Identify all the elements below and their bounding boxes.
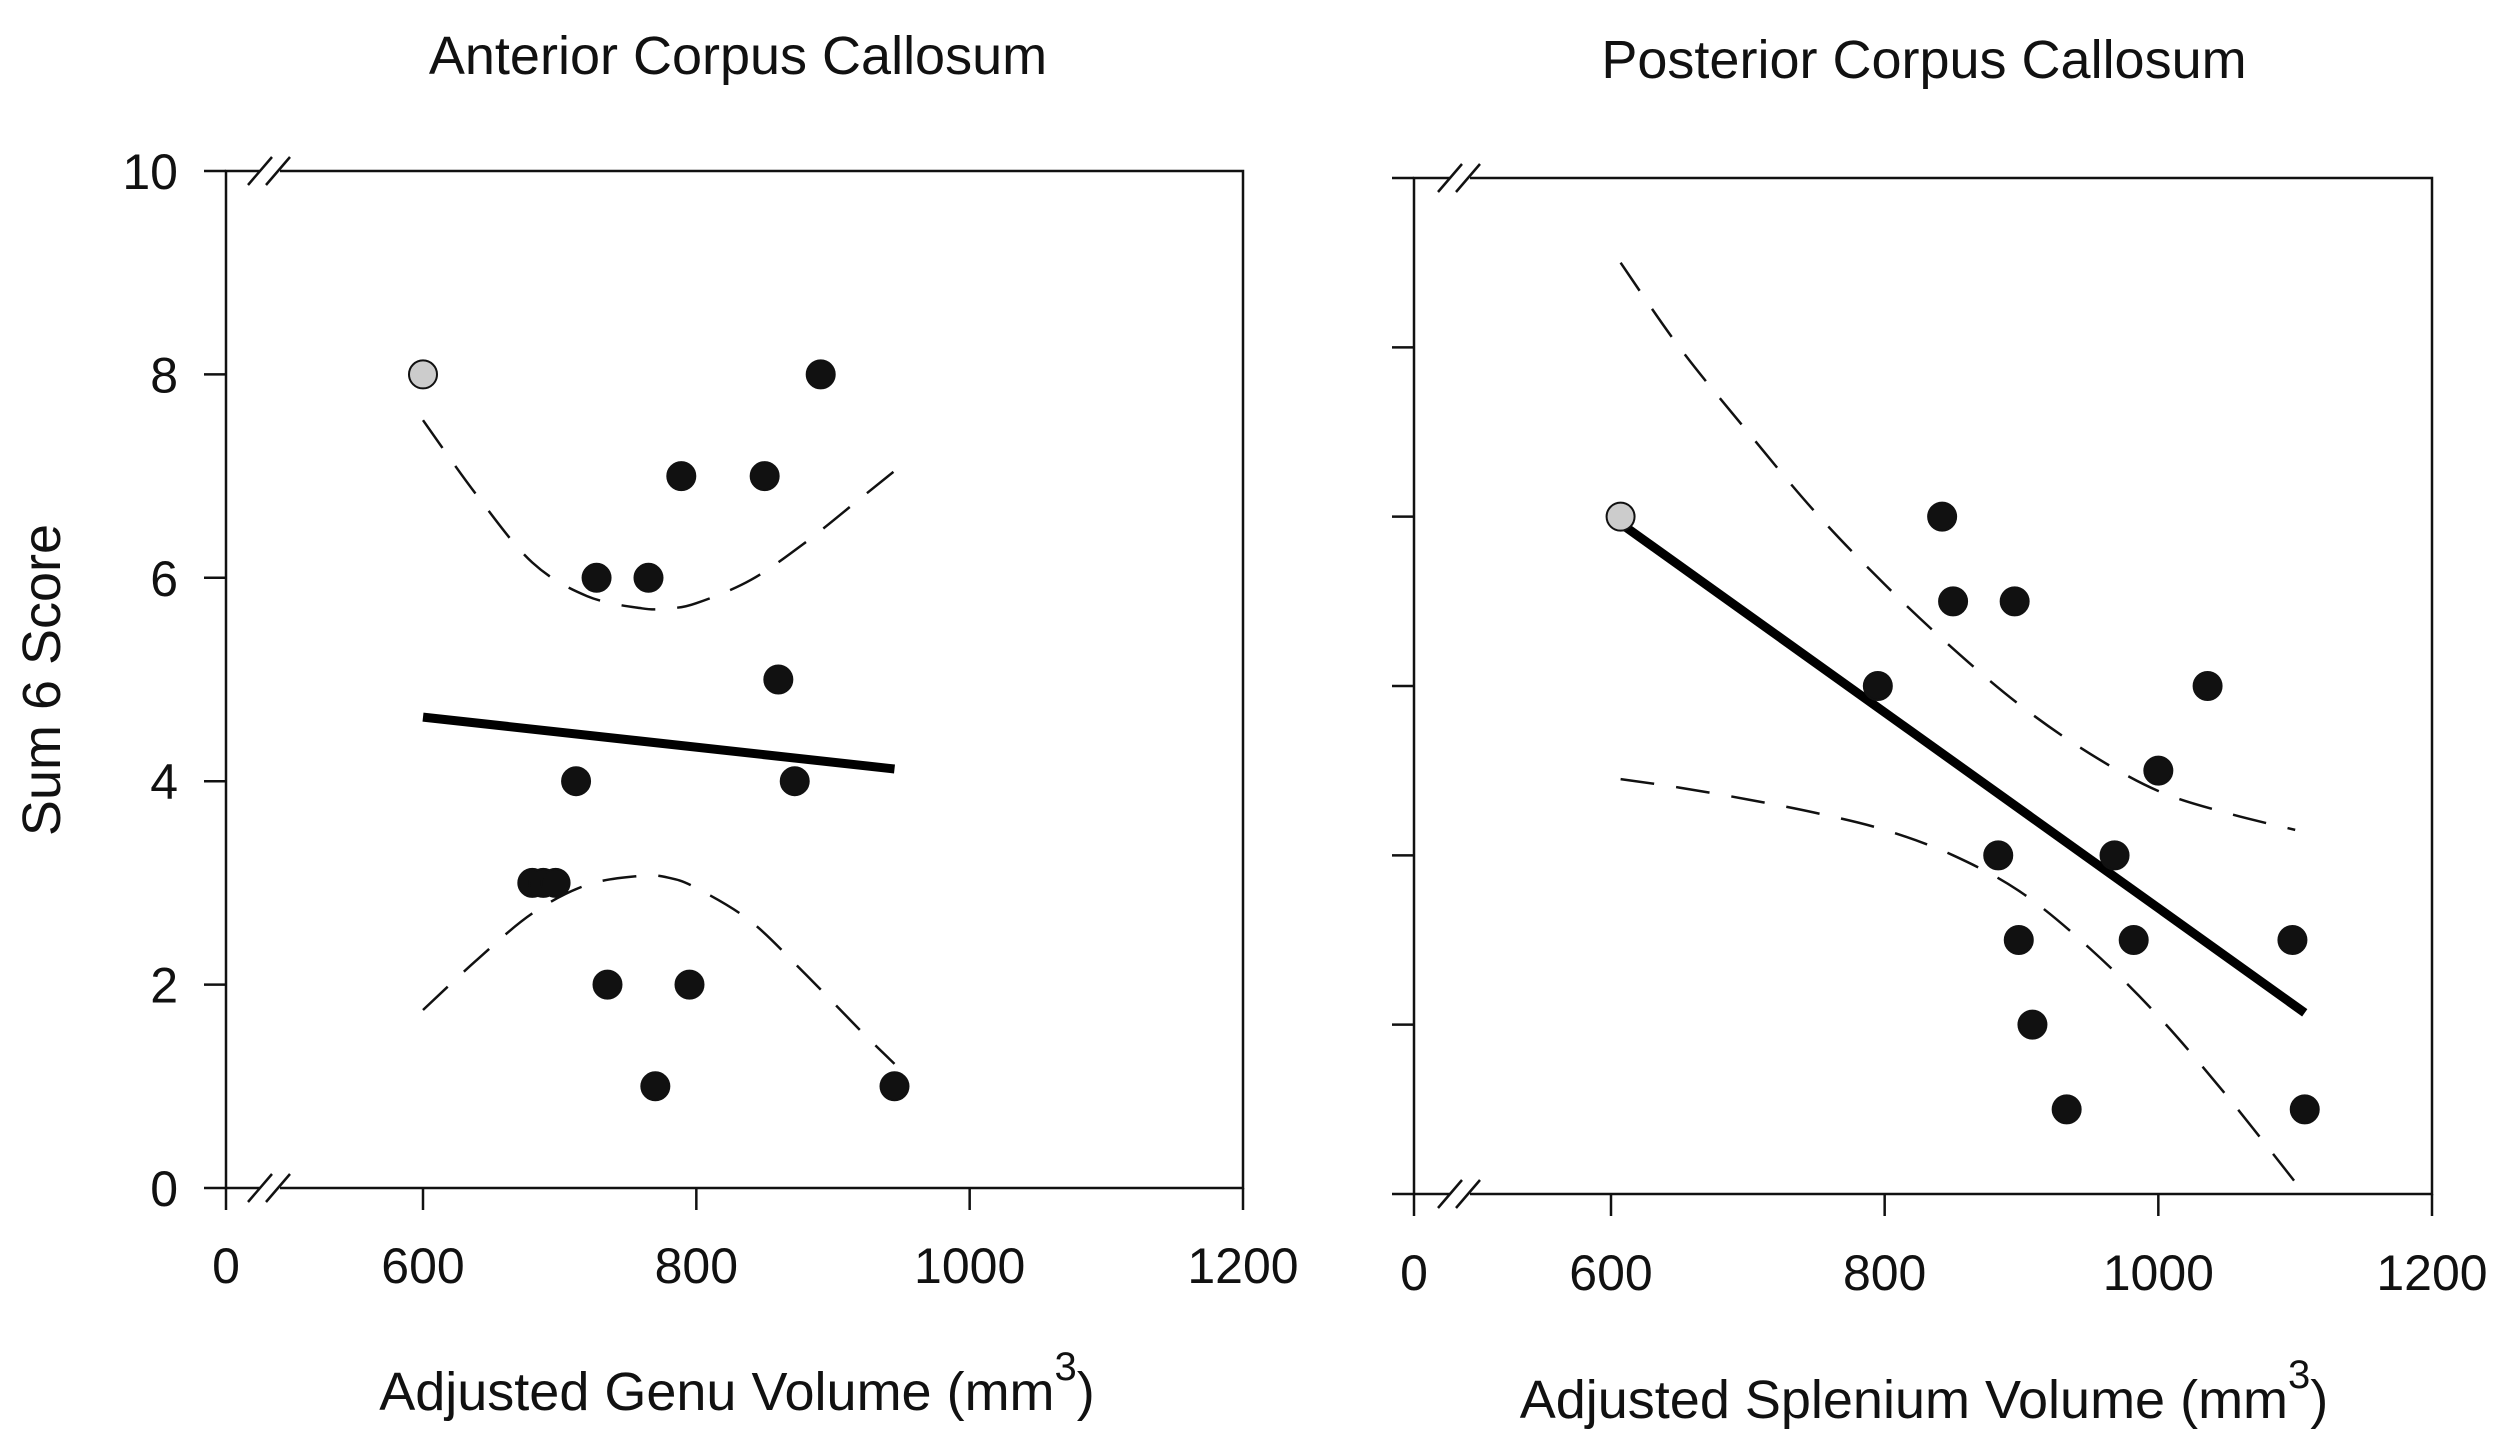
- x-axis-title-anterior-sup: 3: [1055, 1345, 1077, 1389]
- data-point: [2289, 1094, 2320, 1125]
- x-tick-label: 0: [1400, 1245, 1428, 1301]
- y-axis-anterior: 0 2 4 6 8 10: [122, 144, 226, 1217]
- plot-frame-posterior: [1412, 176, 2434, 1196]
- x-tick-label: 1000: [914, 1238, 1025, 1294]
- axis-break-gap: [1450, 1190, 1470, 1198]
- axis-break-mark: [247, 156, 273, 186]
- x-axis-title-posterior-suffix: ): [2310, 1370, 2328, 1430]
- y-tick-label: 10: [122, 144, 178, 200]
- data-point: [2099, 840, 2130, 871]
- y-tick-label: 4: [150, 754, 178, 810]
- axis-break-mark: [1455, 163, 1481, 193]
- chart-title-posterior: Posterior Corpus Callosum: [1601, 30, 2246, 90]
- data-point: [1999, 586, 2030, 617]
- data-point: [408, 359, 438, 390]
- data-point: [879, 1071, 910, 1102]
- x-tick-label: 600: [381, 1238, 464, 1294]
- data-point: [640, 1071, 671, 1102]
- y-tick-label: 6: [150, 551, 178, 607]
- axis-break-mark: [265, 156, 291, 186]
- x-axis-title-posterior-sup: 3: [2288, 1353, 2310, 1397]
- y-tick-label: 2: [150, 958, 178, 1014]
- regression-line-posterior: [1617, 519, 2308, 1017]
- x-axis-title-posterior-main: Adjusted Splenium Volume (mm: [1520, 1370, 2288, 1430]
- data-point: [1927, 501, 1958, 532]
- data-point: [2017, 1009, 2048, 1040]
- axis-break-gap: [1450, 174, 1470, 182]
- axis-break-mark: [247, 1173, 273, 1203]
- axis-break-mark: [1437, 1179, 1463, 1209]
- plot-frame-anterior: [224, 169, 1245, 1190]
- chart-posterior: Posterior Corpus Callosum 0 600 800 1000 120…: [1392, 30, 2488, 1430]
- data-point: [1938, 586, 1969, 617]
- ci-lower-line: [422, 874, 896, 1065]
- x-tick-label: 800: [1843, 1245, 1926, 1301]
- data-point: [1862, 671, 1893, 701]
- x-tick-label: 1200: [2376, 1245, 2487, 1301]
- data-point: [2143, 755, 2174, 786]
- data-point: [805, 359, 836, 390]
- y-tick-label: 0: [150, 1161, 178, 1217]
- data-point: [1983, 840, 2014, 871]
- axis-break-gap: [260, 1184, 280, 1192]
- x-tick-label: 800: [655, 1238, 738, 1294]
- regression-line: [422, 712, 895, 774]
- data-point: [2277, 925, 2308, 955]
- axis-break-mark: [1455, 1179, 1481, 1209]
- data-point: [2118, 925, 2149, 955]
- y-axis-posterior: [1392, 176, 1414, 1196]
- x-axis-title-anterior-main: Adjusted Genu Volume (mm: [379, 1362, 1054, 1422]
- axis-break-mark: [265, 1173, 291, 1203]
- chart-title-anterior: Anterior Corpus Callosum: [429, 26, 1047, 86]
- data-point: [592, 969, 623, 1000]
- points-anterior: [408, 359, 910, 1102]
- ci-upper-line: [421, 419, 896, 611]
- x-tick-label: 1200: [1187, 1238, 1298, 1294]
- axis-break-gap: [260, 167, 280, 175]
- data-point: [763, 664, 794, 695]
- y-axis-title-anterior: Sum 6 Score: [12, 524, 72, 836]
- data-point: [2051, 1094, 2082, 1125]
- x-tick-label: 600: [1569, 1245, 1652, 1301]
- ci-upper-line: [1619, 261, 2296, 832]
- data-point: [1605, 501, 1636, 532]
- points-posterior: [1605, 501, 2320, 1125]
- x-axis-title-anterior: Adjusted Genu Volume (mm3): [379, 1345, 1095, 1422]
- x-axis-anterior: 0 600 800 1000 1200: [212, 1188, 1299, 1294]
- data-point: [561, 766, 592, 797]
- data-point: [666, 461, 697, 492]
- ci-lower-line: [1620, 777, 2297, 1183]
- data-point: [749, 461, 780, 492]
- x-axis-posterior: 0 600 800 1000 1200: [1400, 1194, 2488, 1301]
- x-axis-title-anterior-suffix: ): [1077, 1362, 1095, 1422]
- axis-break-anterior: [247, 156, 291, 1203]
- confidence-band-anterior: [421, 419, 896, 1065]
- data-point: [581, 562, 612, 593]
- data-point: [674, 969, 705, 1000]
- data-point: [540, 867, 571, 898]
- confidence-band-posterior: [1619, 261, 2297, 1183]
- data-point: [779, 766, 810, 797]
- x-axis-title-posterior: Adjusted Splenium Volume (mm3): [1520, 1353, 2329, 1430]
- x-tick-label: 0: [212, 1238, 240, 1294]
- data-point: [2192, 671, 2223, 701]
- x-tick-label: 1000: [2103, 1245, 2214, 1301]
- chart-anterior: Anterior Corpus Callosum 0 2 4 6 8 10 0 600 800…: [12, 26, 1299, 1422]
- y-tick-label: 8: [150, 347, 178, 403]
- axis-break-posterior: [1437, 163, 1481, 1209]
- axis-break-mark: [1437, 163, 1463, 193]
- data-point: [2003, 925, 2034, 955]
- regression-line: [1617, 519, 2308, 1017]
- regression-line-anterior: [422, 712, 895, 774]
- data-point: [633, 562, 664, 593]
